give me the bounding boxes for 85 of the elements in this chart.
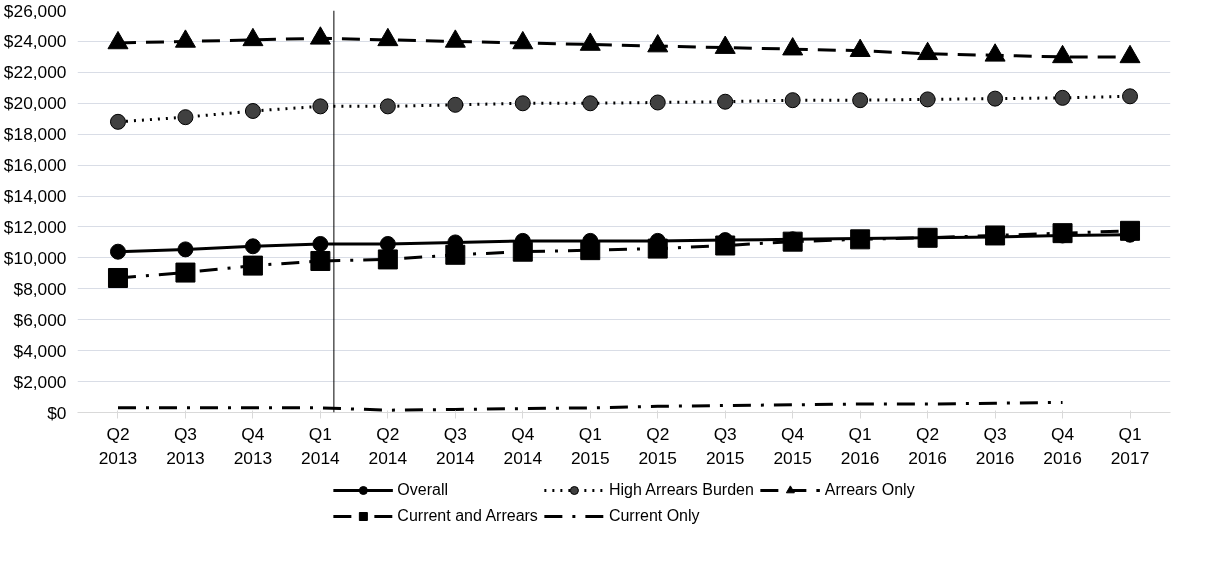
point <box>312 98 329 115</box>
y-tick-label: $12,000 <box>3 216 67 237</box>
point <box>647 238 668 259</box>
point <box>1052 44 1074 64</box>
x-tick-label: Q2 2016 <box>908 423 947 468</box>
point <box>514 95 531 112</box>
y-tick-label: $10,000 <box>3 247 67 268</box>
x-tick-label: Q4 2016 <box>1043 423 1082 468</box>
point <box>649 94 666 111</box>
x-tick-label: Q1 2017 <box>1110 423 1150 468</box>
point <box>177 109 194 126</box>
x-tick-label: Q3 2015 <box>705 423 745 468</box>
y-tick-label: $0 <box>47 402 67 423</box>
point <box>512 241 533 262</box>
y-tick-label: $14,000 <box>3 186 67 207</box>
point <box>309 26 331 45</box>
y-tick-label: $22,000 <box>3 62 67 83</box>
point <box>109 113 126 130</box>
point <box>1122 88 1139 105</box>
point <box>444 29 466 48</box>
point <box>1119 44 1141 64</box>
legend-label: High Arrears Burden <box>608 481 754 499</box>
point <box>310 250 331 271</box>
point <box>715 235 736 256</box>
x-tick-label: Q4 2014 <box>503 423 543 468</box>
x-tick-label: Q1 2014 <box>301 423 341 468</box>
point <box>582 95 599 112</box>
point <box>1052 223 1073 244</box>
legend-label: Arrears Only <box>824 481 915 499</box>
point <box>714 35 736 54</box>
point <box>512 30 534 50</box>
x-tick-label: Q3 2016 <box>975 423 1015 468</box>
x-tick-label: Q4 2015 <box>773 423 812 468</box>
point <box>107 267 128 288</box>
y-tick-label: $8,000 <box>13 278 67 299</box>
point <box>579 32 601 51</box>
y-tick-label: $20,000 <box>3 93 67 114</box>
point <box>175 262 196 283</box>
x-tick-label: Q3 2014 <box>436 423 475 468</box>
point <box>107 30 129 50</box>
point <box>242 255 263 276</box>
point <box>242 27 264 47</box>
y-tick-label: $4,000 <box>13 340 67 361</box>
point <box>177 241 194 258</box>
point <box>377 249 398 270</box>
legend-label: Current and Arrears <box>397 507 538 525</box>
point <box>445 244 466 265</box>
point <box>109 243 126 260</box>
legend-label: Current Only <box>608 507 700 525</box>
point <box>784 92 801 109</box>
y-tick-label: $6,000 <box>13 309 67 330</box>
x-tick-label: Q3 2013 <box>166 423 205 468</box>
x-tick-label: Q2 2015 <box>638 423 678 468</box>
point <box>849 38 871 57</box>
legend-label: Overall <box>397 481 449 499</box>
y-tick-label: $2,000 <box>13 371 67 392</box>
y-tick-label: $24,000 <box>3 31 67 52</box>
point <box>312 235 329 252</box>
x-tick-label: Q2 2014 <box>368 423 408 468</box>
x-tick-label: Q1 2015 <box>570 423 610 468</box>
y-tick-label: $18,000 <box>3 124 67 145</box>
point <box>919 91 936 108</box>
point <box>377 27 399 47</box>
point <box>379 98 396 115</box>
point <box>647 34 669 53</box>
point <box>717 93 734 110</box>
point <box>987 90 1004 107</box>
point <box>580 240 601 261</box>
point <box>447 96 464 113</box>
point <box>1120 220 1141 241</box>
x-tick-label: Q2 2013 <box>98 423 138 468</box>
point <box>174 29 196 48</box>
y-tick-label: $26,000 <box>3 0 67 21</box>
y-tick-label: $16,000 <box>3 155 67 176</box>
point <box>1054 89 1071 106</box>
point <box>244 238 261 255</box>
point <box>985 225 1006 246</box>
point <box>782 231 803 252</box>
point <box>917 41 939 61</box>
point <box>984 43 1006 62</box>
x-tick-label: Q1 2016 <box>840 423 880 468</box>
point <box>244 103 261 119</box>
point <box>782 37 804 56</box>
x-tick-label: Q4 2013 <box>233 423 273 468</box>
point <box>852 92 869 109</box>
